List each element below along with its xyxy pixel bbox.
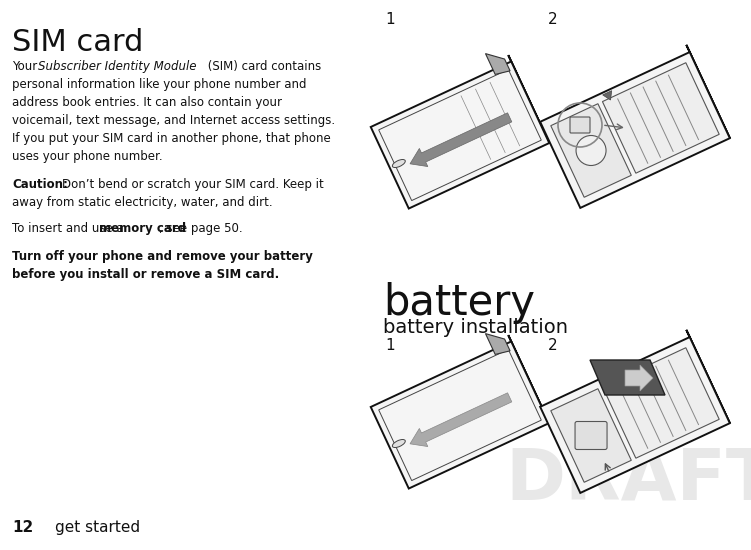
Polygon shape [686,45,730,138]
Text: 1: 1 [385,12,394,27]
Polygon shape [602,348,719,458]
FancyBboxPatch shape [570,117,590,133]
Text: uses your phone number.: uses your phone number. [12,150,163,163]
Polygon shape [540,337,730,493]
Text: memory card: memory card [99,222,186,235]
Polygon shape [602,91,612,100]
Polygon shape [508,335,549,423]
Ellipse shape [392,160,406,168]
Circle shape [576,135,606,166]
Text: before you install or remove a SIM card.: before you install or remove a SIM card. [12,268,279,281]
Text: , see page 50.: , see page 50. [159,222,243,235]
Text: 2: 2 [548,12,558,27]
Polygon shape [371,342,549,488]
Polygon shape [625,365,653,391]
Polygon shape [550,389,632,482]
Text: personal information like your phone number and: personal information like your phone num… [12,78,306,91]
Text: Your: Your [12,60,41,73]
Text: Caution:: Caution: [12,178,68,191]
Text: Subscriber Identity Module: Subscriber Identity Module [38,60,197,73]
Text: (SIM) card contains: (SIM) card contains [204,60,321,73]
Text: address book entries. It can also contain your: address book entries. It can also contai… [12,96,282,109]
Polygon shape [590,360,665,395]
Text: away from static electricity, water, and dirt.: away from static electricity, water, and… [12,196,273,209]
Text: Don’t bend or scratch your SIM card. Keep it: Don’t bend or scratch your SIM card. Kee… [62,178,324,191]
Polygon shape [410,113,512,167]
Polygon shape [540,52,730,208]
Polygon shape [686,330,730,423]
Polygon shape [508,55,549,143]
Text: SIM card: SIM card [12,28,143,57]
Text: 12: 12 [12,520,33,535]
Polygon shape [371,62,549,208]
Text: battery installation: battery installation [383,318,568,337]
Text: voicemail, text message, and Internet access settings.: voicemail, text message, and Internet ac… [12,114,335,127]
Text: get started: get started [55,520,140,535]
Polygon shape [485,334,510,354]
Text: To insert and use a: To insert and use a [12,222,128,235]
Ellipse shape [392,439,406,448]
Polygon shape [410,393,512,447]
Text: If you put your SIM card in another phone, that phone: If you put your SIM card in another phon… [12,132,330,145]
Text: battery: battery [383,282,535,324]
Text: 2: 2 [548,338,558,353]
FancyBboxPatch shape [575,421,607,449]
Text: 1: 1 [385,338,394,353]
Polygon shape [602,63,719,173]
Text: DRAFT: DRAFT [505,446,751,514]
Polygon shape [550,104,632,197]
Text: Turn off your phone and remove your battery: Turn off your phone and remove your batt… [12,250,313,263]
Polygon shape [485,53,510,74]
